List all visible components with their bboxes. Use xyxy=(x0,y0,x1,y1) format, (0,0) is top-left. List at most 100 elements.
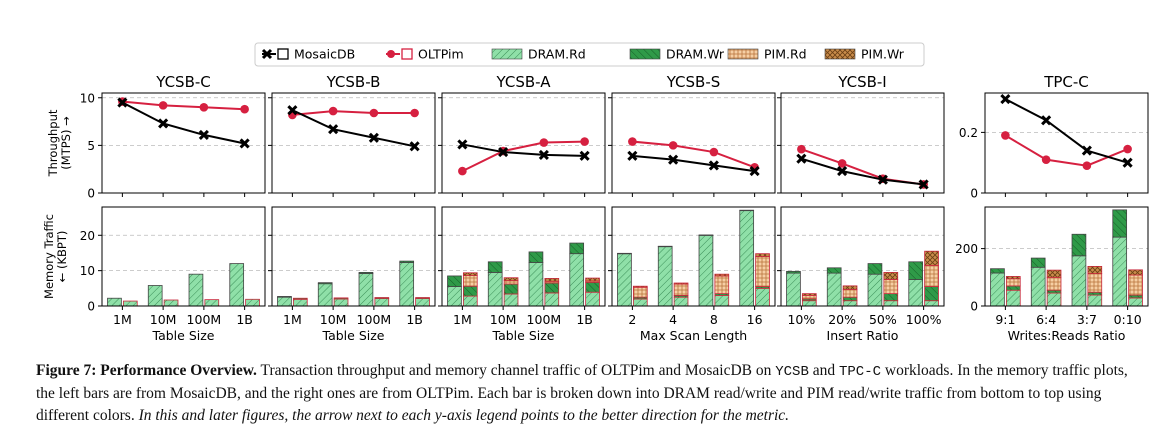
figure-caption: Figure 7: Performance Overview. Transact… xyxy=(36,360,1136,427)
point-mosaicdb xyxy=(409,141,420,152)
legend-entry: MosaicDB xyxy=(261,47,355,62)
bar-oltpim-dram-wr xyxy=(924,286,939,302)
bar-mosaicdb-dram-rd xyxy=(277,296,292,307)
point-mosaicdb xyxy=(368,132,379,143)
bar-mosaicdb-dram-wr xyxy=(657,245,673,248)
bar-mosaicdb-dram-wr xyxy=(1030,257,1046,268)
panel-title: TPC-C xyxy=(1043,73,1089,91)
x-tick-label: 10M xyxy=(150,312,177,327)
x-axis-label: Table Size xyxy=(152,328,215,343)
y-tick-label: 0 xyxy=(970,300,978,314)
bar-oltpim-pim-rd xyxy=(801,294,817,300)
bar-mosaicdb-dram-rd xyxy=(786,272,801,307)
bar-oltpim-dram-rd xyxy=(163,299,179,307)
bar-oltpim-dram-wr xyxy=(374,297,390,299)
bar-mosaicdb-dram-rd xyxy=(1071,255,1087,307)
bar-oltpim-pim-wr xyxy=(585,277,600,282)
bar-oltpim-pim-wr xyxy=(503,277,519,281)
bar-oltpim-pim-rd xyxy=(714,275,730,295)
throughput-axes xyxy=(271,92,436,194)
y-tick-label: 200 xyxy=(955,242,978,256)
bar-mosaicdb-dram-wr xyxy=(447,275,462,287)
bar-oltpim-pim-wr xyxy=(714,273,730,277)
bar-oltpim-pim-rd xyxy=(632,286,648,298)
panel-title: YCSB-A xyxy=(496,73,552,91)
panel-title: YCSB-S xyxy=(666,73,721,91)
bar-mosaicdb-dram-rd xyxy=(358,273,374,307)
bar-oltpim-dram-rd xyxy=(1005,289,1021,307)
x-tick-label: 4 xyxy=(669,312,677,327)
bar-oltpim-dram-rd xyxy=(924,300,939,307)
bar-oltpim-dram-wr xyxy=(544,282,560,294)
point-oltpim xyxy=(797,144,806,154)
bar-mosaicdb-dram-rd xyxy=(107,297,122,307)
point-mosaicdb xyxy=(457,139,468,150)
y-tick-label: 0 xyxy=(970,187,978,201)
bar-oltpim-dram-rd xyxy=(333,298,349,307)
panel-ycsb-i: YCSB-I 10% 20% 50% 100% Insert Ratio xyxy=(777,73,945,343)
x-axis-label: Writes:Reads Ratio xyxy=(1008,328,1126,343)
point-mosaicdb xyxy=(918,179,929,190)
series-line-oltpim xyxy=(801,148,924,186)
series-line-oltpim xyxy=(632,140,755,169)
legend-label: PIM.Wr xyxy=(861,47,905,62)
bar-mosaicdb-dram-rd xyxy=(1112,236,1128,307)
point-oltpim xyxy=(628,137,637,146)
bar-oltpim-pim-wr xyxy=(1046,269,1062,278)
bar-mosaicdb-dram-rd xyxy=(229,263,245,307)
series-line-oltpim xyxy=(292,110,415,116)
y-tick-label: 5 xyxy=(87,139,95,153)
legend-swatch xyxy=(491,48,523,60)
traffic-axes xyxy=(780,206,945,307)
bar-oltpim-dram-rd xyxy=(204,299,220,307)
bar-mosaicdb-dram-wr xyxy=(908,261,924,280)
bar-oltpim-dram-wr xyxy=(1128,294,1143,299)
y-tick-label: 0.2 xyxy=(959,126,978,140)
x-tick-label: 16 xyxy=(747,312,763,327)
bar-oltpim-pim-wr xyxy=(462,272,478,276)
point-oltpim xyxy=(1001,131,1010,140)
bar-oltpim-dram-wr xyxy=(1005,285,1021,291)
bar-oltpim-dram-rd xyxy=(503,293,519,307)
legend-swatch xyxy=(629,48,661,60)
x-tick-label: 50% xyxy=(869,312,897,327)
point-mosaicdb xyxy=(837,166,848,177)
throughput-axes xyxy=(984,92,1149,194)
point-mosaicdb xyxy=(538,149,549,160)
panel-ycsb-b: YCSB-B 1M 10M 100M 1B Table Size xyxy=(268,73,436,343)
bar-oltpim-dram-rd xyxy=(122,300,138,307)
caption-label: Figure 7: Performance Overview. xyxy=(36,362,257,379)
x-tick-label: 1M xyxy=(113,312,132,327)
bar-oltpim-dram-wr xyxy=(503,283,519,295)
point-mosaicdb xyxy=(627,150,638,161)
bar-mosaicdb-dram-wr xyxy=(739,209,755,212)
traffic-axes xyxy=(101,206,266,307)
legend-entry: PIM.Wr xyxy=(824,47,905,62)
y-label-line: ← (KBPT) xyxy=(55,231,69,283)
series-line-mosaicdb xyxy=(291,109,415,148)
bar-mosaicdb-dram-rd xyxy=(188,273,204,307)
bar-oltpim-dram-rd xyxy=(374,298,390,307)
bar-oltpim-dram-rd xyxy=(415,298,430,307)
point-mosaicdb xyxy=(287,105,298,116)
bar-oltpim-dram-wr xyxy=(462,285,478,297)
bar-oltpim-pim-wr xyxy=(883,272,899,280)
point-mosaicdb xyxy=(117,97,128,108)
x-tick-label: 1B xyxy=(236,312,253,327)
bar-oltpim-pim-wr xyxy=(632,285,648,288)
bar-oltpim-dram-wr xyxy=(292,297,308,300)
point-oltpim xyxy=(668,141,678,150)
point-oltpim xyxy=(410,108,419,118)
bar-mosaicdb-dram-wr xyxy=(826,267,842,274)
bar-mosaicdb-dram-rd xyxy=(399,262,415,307)
point-oltpim xyxy=(1082,161,1092,171)
bar-mosaicdb-dram-rd xyxy=(487,272,503,307)
throughput-axes xyxy=(611,92,776,194)
x-axis-label: Table Size xyxy=(322,328,385,343)
point-mosaicdb xyxy=(498,146,509,158)
point-mosaicdb xyxy=(708,160,719,171)
x-tick-label: 2 xyxy=(628,312,636,327)
series-line-mosaicdb xyxy=(462,143,585,157)
legend-frame xyxy=(254,42,925,67)
traffic-axes xyxy=(984,206,1149,307)
